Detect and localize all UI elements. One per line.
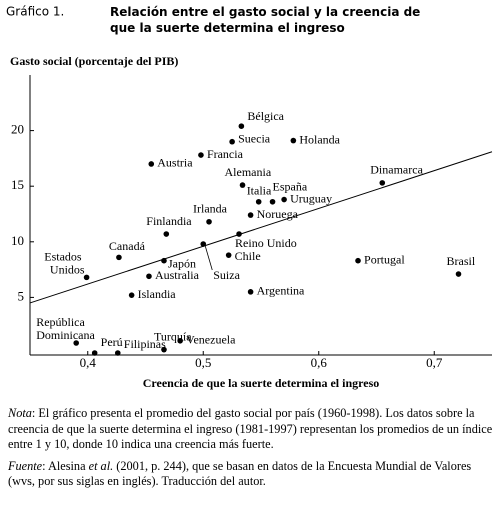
point-label: Venezuela [186, 333, 236, 347]
point-label: Noruega [257, 207, 299, 221]
x-tick-label: 0,4 [80, 355, 97, 370]
point-label: Dinamarca [370, 163, 423, 177]
point-label: Suiza [213, 268, 240, 282]
source-italic: et al. [88, 458, 114, 473]
point [355, 257, 361, 264]
note: Nota: El gráfico presenta el promedio de… [8, 406, 494, 453]
point [161, 346, 167, 353]
point-label: Islandia [138, 287, 177, 301]
point-label: Argentina [257, 284, 305, 298]
x-tick-label: 0,6 [311, 355, 328, 370]
point-label: Francia [207, 147, 244, 161]
source-text: (2001, p. 244), que se basan en datos de… [8, 458, 472, 489]
point [200, 241, 207, 247]
point-label: España [273, 180, 308, 194]
point-label: Austria [157, 156, 193, 170]
point [229, 138, 235, 145]
point [225, 252, 232, 258]
y-tick-label: 5 [18, 288, 25, 303]
point-label: Australia [155, 268, 200, 282]
point-label: Uruguay [290, 191, 332, 205]
point-label: Finlandia [146, 214, 192, 228]
point-label: Portugal [364, 252, 405, 266]
y-tick-label: 10 [11, 233, 24, 248]
point-label: Japón [168, 256, 196, 270]
point-label: Filipinas [124, 337, 166, 351]
point [247, 289, 254, 295]
point-label: Brasil [447, 254, 476, 268]
trend-line [29, 151, 493, 304]
point [238, 123, 245, 129]
point [290, 137, 297, 144]
point-label: Reino Unido [235, 236, 297, 250]
note-text: : El gráfico presenta el promedio del ga… [8, 406, 493, 451]
point [379, 180, 386, 186]
x-tick-label: 0,5 [195, 355, 211, 370]
x-axis-label: Creencia de que la suerte determina el i… [143, 376, 380, 390]
point [116, 254, 122, 261]
point [269, 198, 276, 205]
chart: Gráfico 1. Relación entre el gasto socia… [6, 5, 493, 390]
point-label: Suecia [238, 131, 271, 145]
point-label: Estados Unidos [44, 249, 85, 276]
point-label: Irlanda [193, 202, 228, 216]
point-label: Holanda [299, 132, 340, 146]
chart-title: Relación entre el gasto social y la cree… [110, 5, 425, 35]
point [91, 350, 98, 356]
source-text: : Alesina [42, 458, 89, 473]
leader-line [204, 245, 213, 271]
point-label: Chile [235, 249, 261, 263]
point [83, 274, 90, 281]
source-label: Fuente [8, 458, 43, 473]
point [161, 257, 167, 264]
point-label: Bélgica [247, 109, 284, 123]
point [128, 292, 135, 298]
source: Fuente: Alesina et al. (2001, p. 244), q… [8, 459, 494, 490]
y-axis-label: Gasto social (porcentaje del PIB) [10, 54, 178, 68]
point [148, 161, 155, 167]
y-tick-label: 15 [11, 177, 24, 192]
point [236, 231, 242, 237]
notes: Nota: El gráfico presenta el promedio de… [8, 406, 494, 496]
figure-label: Gráfico 1. [6, 5, 64, 19]
point [114, 350, 121, 356]
point [247, 212, 254, 218]
point [455, 271, 462, 277]
note-label: Nota [8, 406, 32, 420]
point [177, 337, 183, 344]
point-label: Italia [247, 184, 272, 198]
point-label: República Dominicana [36, 315, 95, 342]
point [206, 218, 212, 225]
point-label: Perú [101, 335, 123, 349]
x-tick-label: 0,7 [426, 355, 443, 370]
point-label: Alemania [225, 165, 272, 179]
point [163, 231, 170, 237]
point [281, 196, 287, 203]
point [198, 152, 204, 158]
point [73, 340, 79, 346]
y-tick-label: 20 [11, 122, 24, 137]
point-label: Canadá [109, 239, 146, 253]
point [255, 198, 262, 205]
point [239, 182, 246, 188]
point [146, 273, 152, 280]
